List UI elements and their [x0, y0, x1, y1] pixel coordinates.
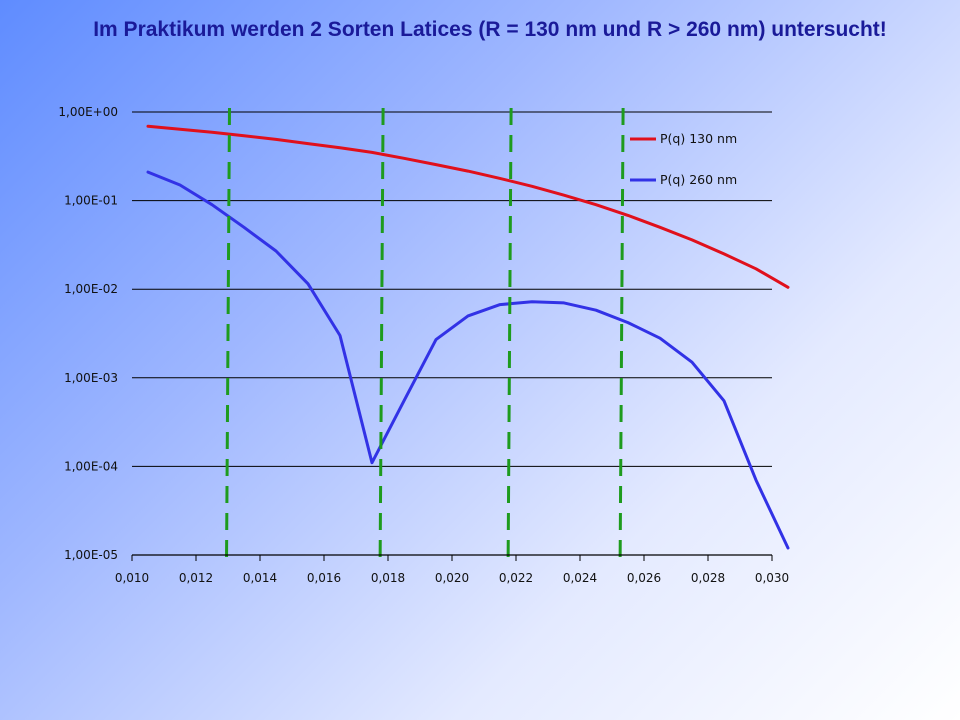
vertical-marker-line [378, 107, 385, 564]
series-line-260nm [146, 170, 790, 550]
slide-title: Im Praktikum werden 2 Sorten Latices (R … [93, 18, 887, 41]
x-tick-label: 0,026 [627, 571, 661, 585]
legend-label: P(q) 130 nm [660, 131, 737, 146]
vertical-marker-line [225, 107, 231, 564]
x-tick-label: 0,014 [243, 571, 277, 585]
x-tick-label: 0,022 [499, 571, 533, 585]
x-tick-label: 0,010 [115, 571, 149, 585]
series-layer [146, 124, 790, 550]
vertical-marker-lines [225, 107, 625, 564]
y-tick-label: 1,00E-01 [64, 194, 118, 208]
y-tick-label: 1,00E+00 [58, 105, 118, 119]
y-tick-label: 1,00E-04 [64, 459, 118, 473]
series-line-130nm [146, 124, 790, 289]
x-tick-label: 0,030 [755, 571, 789, 585]
y-tick-label: 1,00E-02 [64, 282, 118, 296]
y-tick-label: 1,00E-05 [64, 548, 118, 562]
legend: P(q) 130 nm P(q) 260 nm [630, 131, 737, 187]
legend-label: P(q) 260 nm [660, 172, 737, 187]
gridlines [132, 111, 772, 556]
x-tick-label: 0,020 [435, 571, 469, 585]
x-tick-label: 0,024 [563, 571, 597, 585]
x-tick-label: 0,028 [691, 571, 725, 585]
x-tick-label: 0,012 [179, 571, 213, 585]
vertical-marker-line [618, 107, 625, 564]
y-tick-label: 1,00E-03 [64, 371, 118, 385]
axes: 1,00E+00 1,00E-01 1,00E-02 1,00E-03 1,00E-04… [58, 105, 789, 585]
x-tick-label: 0,018 [371, 571, 405, 585]
x-tick-label: 0,016 [307, 571, 341, 585]
vertical-marker-line [506, 107, 513, 564]
